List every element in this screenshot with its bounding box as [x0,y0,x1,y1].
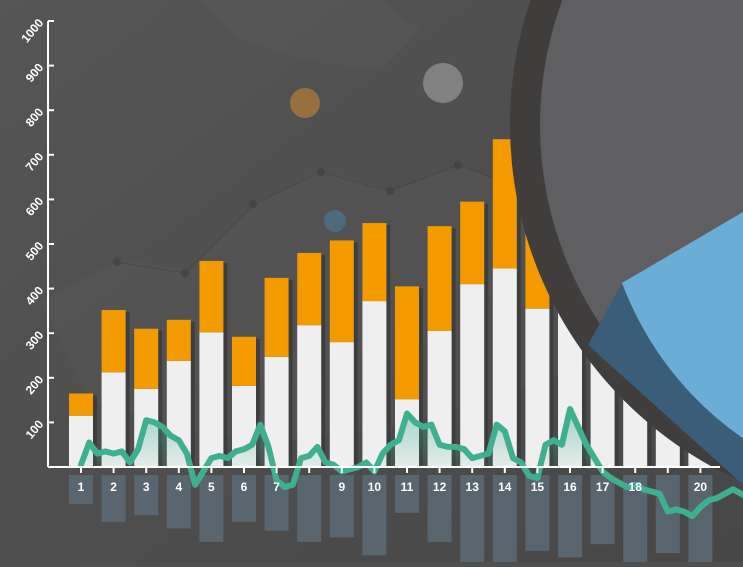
bar-segment-white [525,308,550,467]
bar-shadow [288,279,293,467]
bar-shadow [451,228,456,467]
negative-bar [395,475,419,513]
network-node [454,161,462,169]
background-map-shape-top [200,0,420,70]
network-node [249,200,257,208]
bar-shadow [125,312,130,467]
negative-bar [134,475,159,516]
negative-bar [232,475,256,522]
bar-segment-orange [166,319,191,361]
network-node [181,269,189,277]
x-tick-label: 14 [498,480,512,494]
bar-segment-orange [395,286,419,400]
stacked-bars [69,139,717,467]
line-series-path [78,406,743,520]
x-tick-label: 13 [466,480,480,494]
x-tick-label: 5 [208,480,215,494]
x-tick-label: 3 [143,480,150,494]
blue-bubble [324,210,346,232]
bar-segment-white [297,325,322,467]
bar-segment-orange [199,260,224,333]
x-tick-label: 12 [433,480,447,494]
bar-segment-white [329,342,354,467]
bar-shadow [614,335,619,467]
negative-bar [460,475,485,562]
negative-bar [329,475,354,538]
bar-segment-white [460,284,485,467]
bar-shadow [158,330,163,467]
negative-bar [101,475,126,522]
bar-shadow [256,338,260,467]
negative-bar [688,475,713,565]
bar-segment-orange [297,252,322,326]
negative-bar [199,475,224,542]
bar-shadow [223,262,228,467]
background-network-lines [116,164,528,274]
x-tick-label: 9 [338,480,345,494]
x-tick-label: 10 [368,480,382,494]
x-tick-label: 20 [694,480,708,494]
negative-bar [492,475,517,567]
negative-bar [427,475,452,542]
x-tick-label: 4 [175,480,182,494]
bar-segment-orange [69,393,93,416]
x-tick-label: 15 [531,480,545,494]
bar-segment-orange [134,328,159,389]
bar-segment-orange [329,240,354,343]
negative-bar [362,475,387,556]
bar-shadow [190,321,195,467]
pie-chart-partial [510,0,743,485]
x-tick-label: 16 [563,480,577,494]
bar-segment-orange [427,226,452,331]
bar-segment-orange [264,277,289,357]
x-tick-label: 6 [241,480,248,494]
bar-segment-orange [362,223,387,302]
x-tick-label: 1 [78,480,85,494]
bar-shadow [516,141,521,467]
gray-bubble [423,63,463,103]
network-node [386,187,394,195]
x-tick-label: 17 [596,480,610,494]
network-node [317,168,325,176]
bar-segment-white [362,301,387,467]
x-tick-label: 2 [110,480,117,494]
bar-segment-white [199,332,224,467]
negative-bar [525,475,550,551]
bar-segment-orange [232,336,256,386]
negative-bar [558,475,582,558]
negative-bars [69,475,713,567]
bar-shadow [549,225,554,467]
bar-shadow [386,225,391,467]
bar-shadow [484,203,489,467]
bar-segment-orange [101,310,126,373]
negative-bar [297,475,322,542]
line-series [78,406,743,520]
bar-shadow [321,254,326,467]
x-tick-label: 7 [273,480,280,494]
x-tick-label: 18 [629,480,643,494]
line-area [81,409,743,467]
negative-bar [590,475,615,545]
pie-slice-light-blue-edge [622,212,743,390]
bar-segment-orange [460,201,485,285]
orange-bubble [290,88,320,118]
negative-bar [166,475,191,529]
network-node [113,258,121,266]
x-tick-label: 11 [401,480,414,494]
bar-shadow [419,288,423,467]
bar-shadow [353,242,358,467]
bar-shadow [93,395,97,467]
negative-bar [69,475,93,504]
bar-shadow [582,246,586,467]
